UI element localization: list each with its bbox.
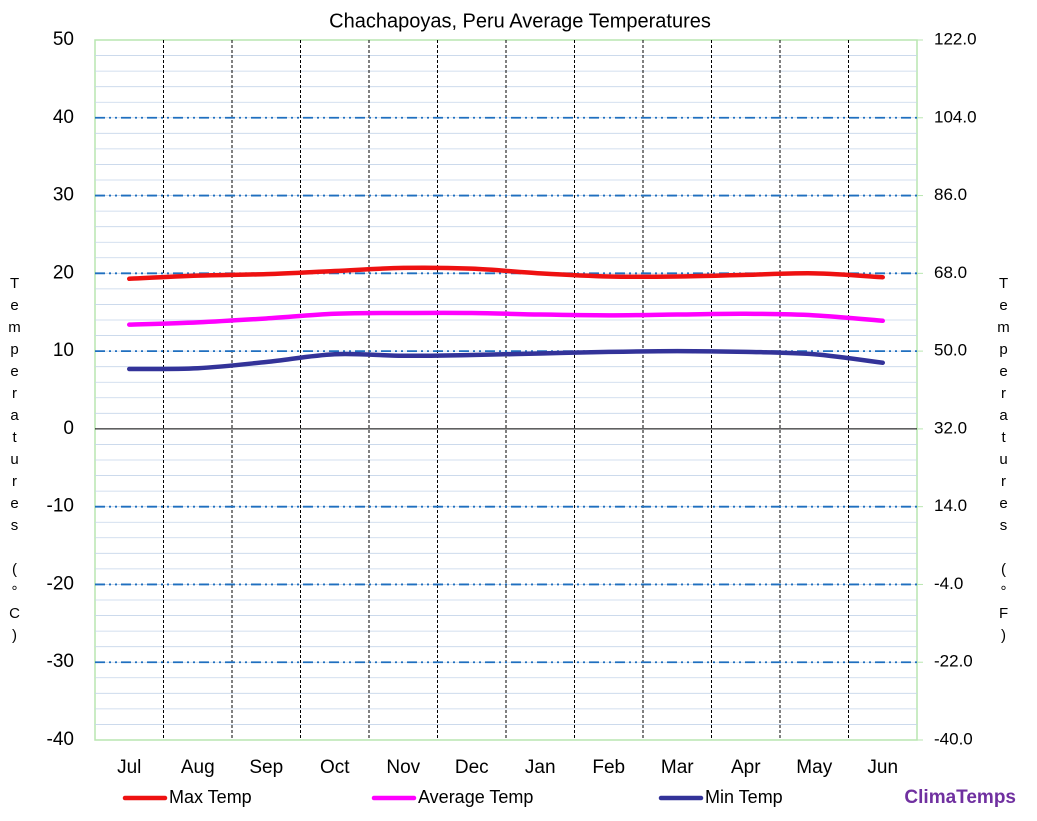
y2-tick-label: 104.0 [934,107,977,126]
x-tick-label: Aug [181,757,215,778]
x-tick-label: Jul [117,757,141,778]
y2-tick-label: 14.0 [934,496,967,515]
y-tick-label: 10 [53,340,74,361]
x-tick-label: Nov [386,757,420,778]
x-tick-label: Mar [661,757,694,778]
series-line [127,310,885,327]
y2-tick-label: 50.0 [934,341,967,360]
x-tick-label: Apr [731,757,761,778]
y-tick-label: -30 [47,651,74,672]
legend-label: Max Temp [169,787,252,807]
x-tick-label: Oct [320,757,350,778]
y2-tick-label: -22.0 [934,652,973,671]
y-tick-label: 30 [53,185,74,206]
x-tick-label: May [796,757,832,778]
x-tick-label: Sep [249,757,283,778]
series-line [127,265,885,282]
y-tick-label: -20 [47,573,74,594]
legend-label: Average Temp [418,787,533,807]
y2-tick-label: -4.0 [934,574,963,593]
y2-tick-label: 86.0 [934,185,967,204]
brand: ClimaTemps [904,787,1016,808]
y2-axis-label: Temperatures (°F) [995,275,1012,649]
y2-tick-label: 32.0 [934,418,967,437]
chart-title: Chachapoyas, Peru Average Temperatures [329,10,711,32]
y2-tick-label: -40.0 [934,729,973,748]
y2-tick-label: 122.0 [934,29,977,48]
x-tick-label: Jan [525,757,556,778]
y-tick-label: -40 [47,729,74,750]
x-tick-label: Dec [455,757,489,778]
series-line [127,348,885,372]
y-tick-label: 20 [53,262,74,283]
y-tick-label: 40 [53,107,74,128]
x-tick-label: Feb [592,757,625,778]
y-tick-label: -10 [47,496,74,517]
y-tick-label: 0 [63,418,74,439]
y2-tick-label: 68.0 [934,263,967,282]
x-tick-label: Jun [867,757,898,778]
y-tick-label: 50 [53,29,74,50]
legend-label: Min Temp [705,787,783,807]
y-axis-label: Temperatures (°C) [6,275,23,649]
